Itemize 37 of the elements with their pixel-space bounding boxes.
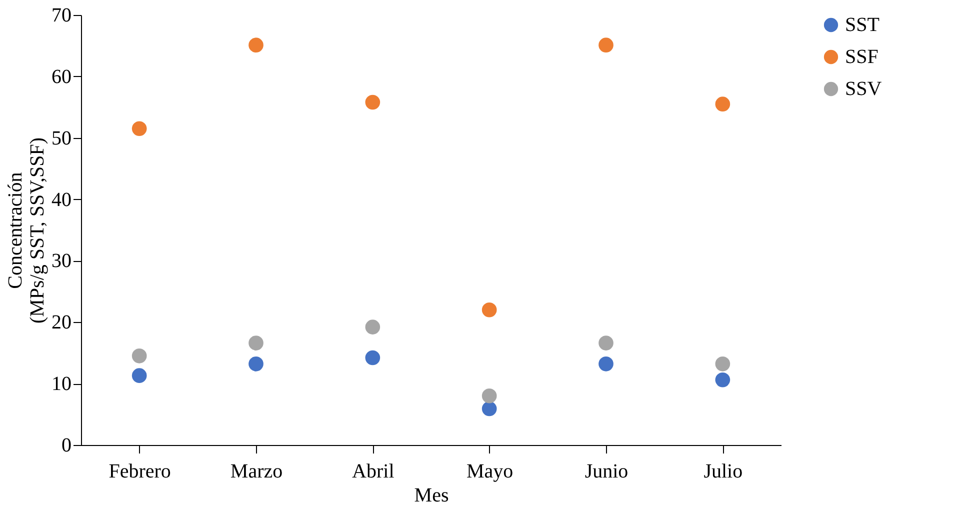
point: [598, 38, 614, 52]
y-axis-title: Concentración (MPs/g SST, SSV,SSF): [4, 137, 48, 324]
y-tick-label: 20: [52, 312, 72, 334]
legend-label: SSV: [845, 78, 882, 100]
x-tick-label: Mayo: [466, 460, 514, 482]
point: [715, 356, 730, 372]
point: [598, 356, 614, 372]
x-tick-label: Junio: [584, 460, 628, 482]
legend-label: SST: [845, 14, 880, 36]
x-tick-label: Marzo: [230, 460, 283, 482]
x-tick-label: Abril: [352, 460, 395, 482]
point: [598, 336, 614, 350]
point: [132, 348, 147, 364]
point: [132, 121, 147, 136]
x-tick-label: Julio: [704, 460, 743, 482]
point: [248, 336, 264, 350]
y-tick-label: 30: [52, 250, 72, 272]
point: [365, 350, 380, 366]
point: [715, 96, 730, 112]
point: [715, 372, 730, 388]
point: [365, 94, 380, 110]
point: [482, 401, 497, 416]
point: [248, 356, 264, 372]
y-tick-label: 70: [52, 4, 72, 26]
y-tick-label: 50: [52, 127, 72, 150]
point: [482, 302, 497, 318]
y-tick-label: 40: [52, 188, 72, 211]
point: [482, 388, 497, 404]
y-tick-label: 0: [62, 434, 72, 456]
x-tick-label: Febrero: [108, 460, 171, 482]
point: [365, 320, 380, 334]
x-axis-title: Mes: [414, 484, 449, 506]
y-tick-label: 60: [52, 66, 72, 88]
y-tick-label: 10: [52, 373, 72, 396]
point: [248, 38, 264, 52]
point: [132, 368, 147, 383]
legend-label: SSF: [845, 46, 878, 68]
